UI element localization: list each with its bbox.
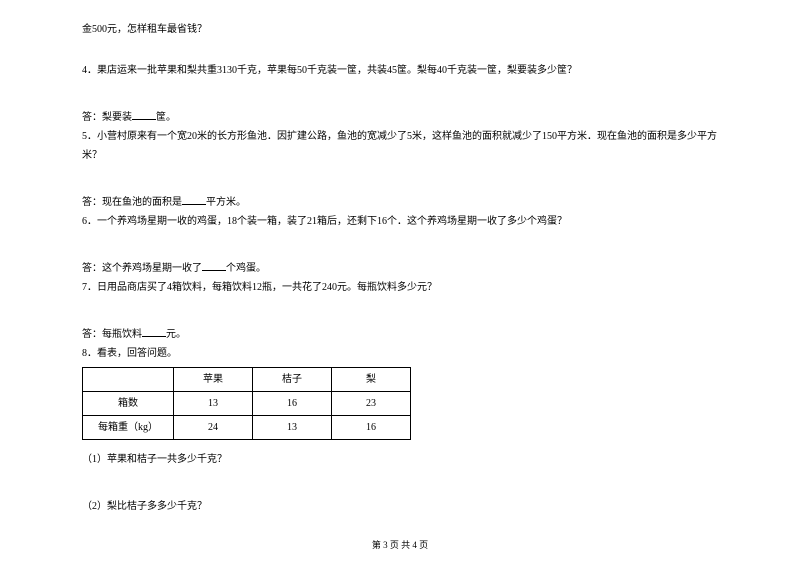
cell: 24 bbox=[174, 416, 253, 440]
cell: 16 bbox=[332, 416, 411, 440]
spacer bbox=[82, 39, 718, 61]
q5-ans-post: 平方米。 bbox=[206, 197, 246, 208]
cell: 每箱重（kg） bbox=[83, 416, 174, 440]
spacer bbox=[82, 231, 718, 259]
cell: 16 bbox=[253, 392, 332, 416]
q3-tail: 金500元，怎样租车最省钱？ bbox=[82, 20, 718, 39]
q5-answer: 答：现在鱼池的面积是 平方米。 bbox=[82, 193, 718, 212]
q8-text: 8．看表，回答问题。 bbox=[82, 344, 718, 363]
q8-1-text: （1）苹果和桔子一共多少千克？ bbox=[82, 450, 718, 469]
q4-text: 4．果店运来一批苹果和梨共重3130千克，苹果每50千克装一筐，共装45筐。梨每… bbox=[82, 61, 718, 80]
cell: 箱数 bbox=[83, 392, 174, 416]
q6-ans-post: 个鸡蛋。 bbox=[226, 263, 266, 274]
cell: 23 bbox=[332, 392, 411, 416]
page-footer: 第 3 页 共 4 页 bbox=[0, 538, 800, 551]
cell: 13 bbox=[174, 392, 253, 416]
table-row: 苹果 桔子 梨 bbox=[83, 368, 411, 392]
table-row: 每箱重（kg） 24 13 16 bbox=[83, 416, 411, 440]
q8-2-text: （2）梨比桔子多多少千克？ bbox=[82, 497, 718, 516]
q4-ans-pre: 答：梨要装 bbox=[82, 112, 132, 123]
cell bbox=[83, 368, 174, 392]
cell: 梨 bbox=[332, 368, 411, 392]
spacer bbox=[82, 297, 718, 325]
spacer bbox=[82, 469, 718, 497]
cell: 苹果 bbox=[174, 368, 253, 392]
spacer bbox=[82, 165, 718, 193]
q6-answer: 答：这个养鸡场星期一收了 个鸡蛋。 bbox=[82, 259, 718, 278]
spacer bbox=[82, 440, 718, 450]
q7-text: 7．日用品商店买了4箱饮料，每箱饮料12瓶，一共花了240元。每瓶饮料多少元？ bbox=[82, 278, 718, 297]
q6-text: 6．一个养鸡场星期一收的鸡蛋，18个装一箱，装了21箱后，还剩下16个．这个养鸡… bbox=[82, 212, 718, 231]
cell: 桔子 bbox=[253, 368, 332, 392]
blank-field[interactable] bbox=[202, 260, 226, 271]
data-table: 苹果 桔子 梨 箱数 13 16 23 每箱重（kg） 24 13 16 bbox=[82, 367, 411, 440]
q7-ans-pre: 答：每瓶饮料 bbox=[82, 329, 142, 340]
q4-answer: 答：梨要装 筐。 bbox=[82, 108, 718, 127]
cell: 13 bbox=[253, 416, 332, 440]
q4-ans-post: 筐。 bbox=[156, 112, 176, 123]
q6-ans-pre: 答：这个养鸡场星期一收了 bbox=[82, 263, 202, 274]
q7-answer: 答：每瓶饮料 元。 bbox=[82, 325, 718, 344]
table-row: 箱数 13 16 23 bbox=[83, 392, 411, 416]
blank-field[interactable] bbox=[132, 109, 156, 120]
q5-ans-pre: 答：现在鱼池的面积是 bbox=[82, 197, 182, 208]
q7-ans-post: 元。 bbox=[166, 329, 186, 340]
q5-text: 5．小营村原来有一个宽20米的长方形鱼池．因扩建公路，鱼池的宽减少了5米，这样鱼… bbox=[82, 127, 718, 165]
blank-field[interactable] bbox=[142, 326, 166, 337]
blank-field[interactable] bbox=[182, 194, 206, 205]
spacer bbox=[82, 80, 718, 108]
